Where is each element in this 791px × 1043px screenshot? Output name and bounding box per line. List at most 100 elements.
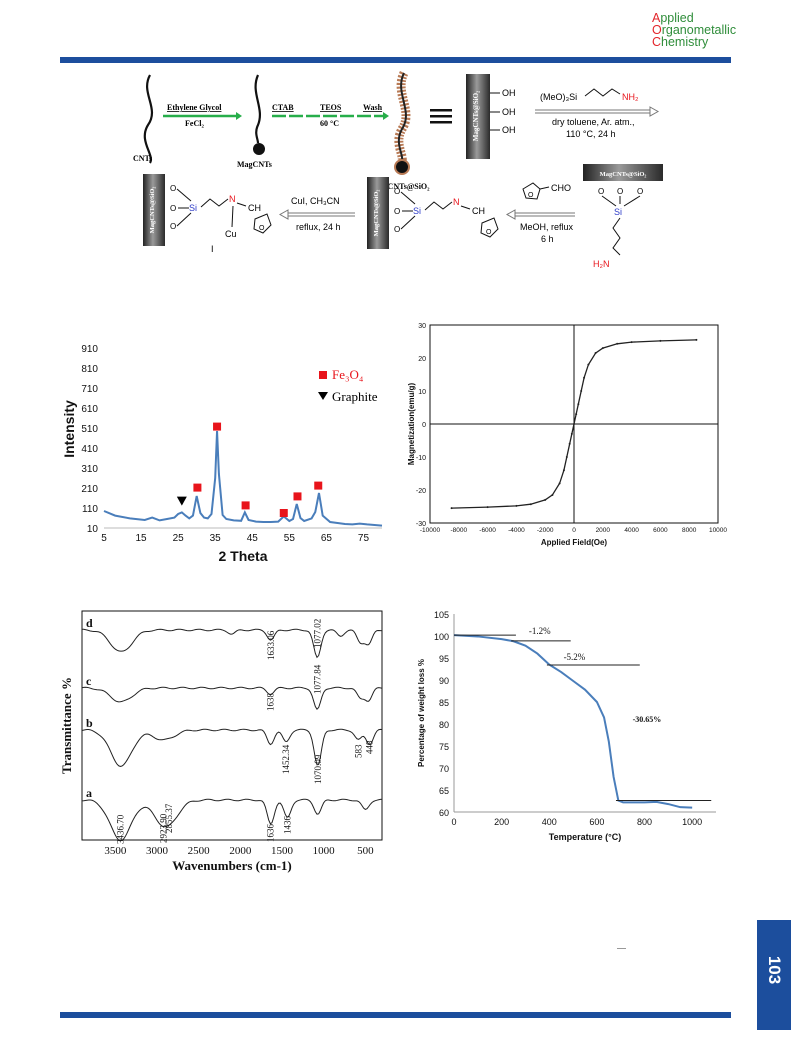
y-tick-label: 20 xyxy=(418,356,426,363)
x-tick-label: -10000 xyxy=(420,527,441,534)
svg-text:O: O xyxy=(170,184,176,193)
x-tick-label: -2000 xyxy=(537,527,554,534)
svg-text:(MeO)₃Si: (MeO)₃Si xyxy=(540,92,577,102)
data-point xyxy=(580,390,583,392)
peak-label: 1070.09 xyxy=(313,754,323,784)
peak-label: 448 xyxy=(365,740,375,754)
y-tick-label: 105 xyxy=(434,610,449,620)
svg-text:Si: Si xyxy=(189,203,197,213)
y-tick-label: 710 xyxy=(81,384,98,395)
x-tick-label: -8000 xyxy=(450,527,467,534)
y-tick-label: 510 xyxy=(81,424,98,435)
series-label-a: a xyxy=(86,786,92,800)
svg-text:6 h: 6 h xyxy=(541,234,554,244)
x-tick-label: 25 xyxy=(173,533,185,544)
y-axis-title: Magnetization(emu/g) xyxy=(408,383,416,466)
data-point xyxy=(450,507,453,510)
data-point xyxy=(659,339,662,342)
x-tick-label: 800 xyxy=(637,817,652,827)
svg-text:N: N xyxy=(229,194,236,204)
svg-text:CuI, CH₃CN: CuI, CH₃CN xyxy=(291,196,340,206)
fe3o4-marker xyxy=(241,501,250,510)
y-tick-label: 30 xyxy=(418,323,426,330)
svg-text:O: O xyxy=(617,187,623,196)
cnt-graphic xyxy=(143,74,154,164)
reagent-teos: TEOS xyxy=(320,103,342,112)
data-point xyxy=(565,456,568,458)
data-point xyxy=(630,341,633,344)
tga-chart: 60 65 70 75 80 85 90 95 100 105 0 200 400 600 800 1000 T… xyxy=(417,610,716,842)
y-axis-title: Percentage of weight loss % xyxy=(417,659,426,767)
ftir-spectrum-d xyxy=(81,628,383,659)
svg-text:MagCNTs@SiO₂: MagCNTs@SiO₂ xyxy=(600,171,647,178)
y-tick-label: 810 xyxy=(81,364,98,375)
data-point xyxy=(577,403,580,406)
x-tick-label: 8000 xyxy=(682,527,697,534)
peak-label: 1636 xyxy=(266,824,276,843)
legend-graphite-label: Graphite xyxy=(332,389,378,404)
x-axis-title: Temperature (°C) xyxy=(549,832,621,842)
ftir-spectrum-c xyxy=(81,686,383,710)
data-point xyxy=(573,423,575,425)
y-tick-label: 610 xyxy=(81,404,98,415)
y-tick-label: -10 xyxy=(416,455,426,462)
rod-amine xyxy=(583,164,663,181)
data-point xyxy=(594,352,597,355)
x-tick-label: 4000 xyxy=(624,527,639,534)
svg-text:O: O xyxy=(394,207,400,216)
header-rule xyxy=(60,57,731,63)
data-point xyxy=(587,363,590,366)
fe3o4-marker xyxy=(293,492,302,501)
y-tick-label: 80 xyxy=(439,720,449,730)
x-tick-label: 400 xyxy=(542,817,557,827)
peak-label: 2923.90 xyxy=(158,813,168,843)
y-tick-label: 85 xyxy=(439,698,449,708)
magcnts-sio2-rod xyxy=(466,74,490,159)
peak-label: 1452.34 xyxy=(281,744,291,774)
rod-cu-complex xyxy=(143,174,165,246)
y-tick-label: 60 xyxy=(439,808,449,818)
peak-label: 1638 xyxy=(266,693,276,712)
data-point xyxy=(601,347,604,350)
peak-label: 1077.84 xyxy=(312,664,322,694)
y-tick-label: 10 xyxy=(418,389,426,396)
data-point xyxy=(568,442,571,445)
peak-label: 583 xyxy=(353,744,363,758)
svg-text:Cu: Cu xyxy=(225,229,237,239)
y-tick-label: 210 xyxy=(81,484,98,495)
data-point xyxy=(515,504,518,507)
xrd-pattern-line xyxy=(103,430,383,527)
x-tick-label: 2500 xyxy=(188,845,211,857)
reagent-ctab: CTAB xyxy=(272,103,294,112)
x-tick-label: 5 xyxy=(101,533,107,544)
y-tick-label: 0 xyxy=(422,422,426,429)
y-tick-label: 75 xyxy=(439,742,449,752)
svg-text:O: O xyxy=(598,187,604,196)
step-wash: Wash xyxy=(363,103,383,112)
x-tick-label: 15 xyxy=(136,533,148,544)
data-point xyxy=(544,498,547,501)
x-tick-label: 2000 xyxy=(229,845,252,857)
legend-graphite-marker xyxy=(318,392,328,400)
fe3o4-marker xyxy=(213,422,222,431)
data-point xyxy=(562,469,565,472)
data-point xyxy=(558,482,561,485)
series-label-d: d xyxy=(86,616,93,630)
svg-text:O: O xyxy=(528,192,534,199)
svg-text:MagCNTs@SiO₂: MagCNTs@SiO₂ xyxy=(149,187,156,234)
reagent-ethylene-glycol: Ethylene Glycol xyxy=(167,103,222,112)
y-tick-label: 910 xyxy=(81,344,98,355)
page-number: 103 xyxy=(765,955,784,985)
y-tick-label: 65 xyxy=(439,786,449,796)
peak-label: 1077.02 xyxy=(312,619,322,648)
y-tick-label: 70 xyxy=(439,764,449,774)
svg-text:reflux, 24 h: reflux, 24 h xyxy=(296,222,341,232)
ftir-spectrum-b xyxy=(81,728,383,767)
y-tick-label: 10 xyxy=(87,524,99,535)
x-tick-label: 500 xyxy=(357,845,374,857)
data-point xyxy=(486,506,489,509)
svg-text:110 °C, 24 h: 110 °C, 24 h xyxy=(566,129,615,139)
svg-text:MeOH, reflux: MeOH, reflux xyxy=(520,222,574,232)
synthesis-scheme: CNTs Ethylene Glycol FeCl₂ MagCNTs CTAB … xyxy=(133,70,663,269)
x-tick-label: -6000 xyxy=(479,527,496,534)
